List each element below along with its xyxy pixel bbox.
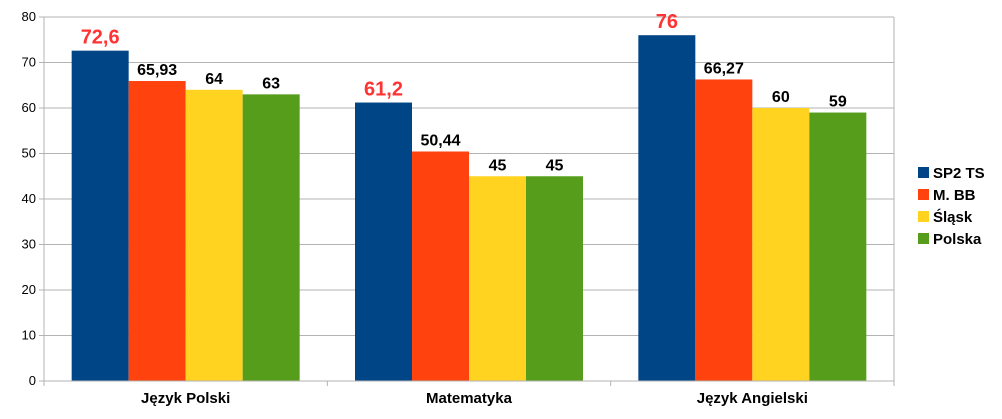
bar — [128, 81, 186, 382]
data-label: 64 — [205, 71, 223, 88]
data-label: 63 — [262, 75, 280, 92]
y-axis: 0 10 20 30 40 50 60 70 80 — [22, 9, 45, 388]
category-label: Matematyka — [426, 390, 513, 407]
bar — [469, 176, 526, 381]
bar — [638, 35, 696, 381]
legend-label: SP2 TS — [933, 165, 985, 182]
legend-label: Śląsk — [933, 208, 973, 226]
y-tick-label: 20 — [22, 282, 36, 297]
y-tick-label: 0 — [29, 373, 36, 388]
legend-swatch — [918, 211, 929, 222]
data-label: 60 — [772, 89, 790, 106]
category-label: Język Polski — [141, 390, 230, 407]
data-label: 59 — [829, 94, 847, 111]
y-tick-label: 80 — [22, 9, 36, 24]
bars — [71, 35, 867, 382]
data-labels: 72,6 65,93 64 63 61,2 50,44 45 45 76 66,27 60 59 — [81, 11, 847, 174]
legend: SP2 TS M. BB Śląsk Polska — [918, 165, 985, 248]
data-label: 50,44 — [420, 132, 460, 149]
x-axis: Język Polski Matematyka Język Angielski — [43, 380, 895, 407]
bar — [809, 112, 867, 382]
legend-label: Polska — [933, 231, 982, 248]
legend-label: M. BB — [933, 187, 976, 204]
legend-swatch — [918, 167, 929, 178]
bar — [695, 79, 753, 381]
legend-swatch — [918, 233, 929, 244]
y-tick-label: 10 — [22, 328, 36, 343]
y-tick-label: 40 — [22, 191, 36, 206]
bar — [412, 151, 469, 381]
legend-swatch — [918, 189, 929, 200]
data-label: 61,2 — [364, 79, 403, 101]
data-label: 45 — [546, 157, 564, 174]
y-tick-label: 50 — [22, 146, 36, 161]
y-tick-label: 70 — [22, 55, 36, 70]
bar — [185, 89, 243, 382]
data-label: 66,27 — [704, 60, 744, 77]
data-label: 65,93 — [137, 62, 177, 79]
bar — [242, 94, 300, 381]
data-label: 45 — [489, 157, 507, 174]
bar — [71, 50, 129, 382]
data-label: 76 — [656, 11, 678, 33]
y-tick-label: 30 — [22, 237, 36, 252]
category-label: Język Angielski — [697, 390, 808, 407]
bar — [526, 176, 583, 381]
bar — [355, 102, 412, 381]
y-tick-label: 60 — [22, 100, 36, 115]
bar — [752, 108, 810, 381]
data-label: 72,6 — [81, 27, 120, 49]
